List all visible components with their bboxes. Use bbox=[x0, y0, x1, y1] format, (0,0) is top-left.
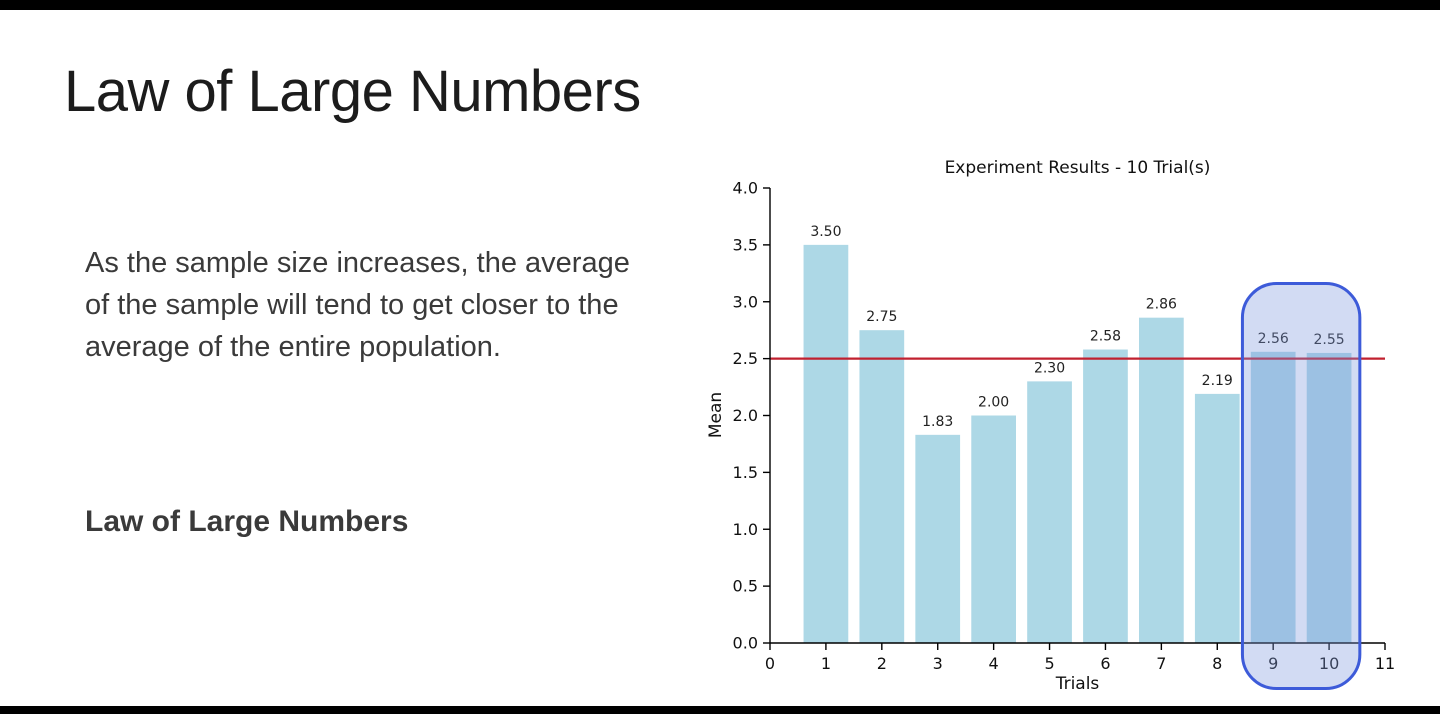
y-tick-label-0.5: 0.5 bbox=[733, 577, 758, 596]
y-tick-label-3.5: 3.5 bbox=[733, 235, 758, 254]
bar-value-label-1: 3.50 bbox=[810, 224, 841, 240]
x-tick-label-10: 10 bbox=[1319, 654, 1339, 673]
x-axis-label: Trials bbox=[1055, 674, 1100, 694]
x-tick-label-4: 4 bbox=[989, 654, 999, 673]
letterbox-bottom bbox=[0, 706, 1440, 714]
highlight-recent-trials bbox=[1240, 282, 1362, 691]
bar-trial-3 bbox=[915, 434, 961, 643]
experiment-results-chart: Experiment Results - 10 Trial(s) Mean 3.… bbox=[700, 150, 1400, 714]
bar-value-label-4: 2.00 bbox=[978, 395, 1009, 411]
bar-trial-1 bbox=[803, 244, 849, 643]
bar-trial-9 bbox=[1250, 351, 1296, 643]
chart-title: Experiment Results - 10 Trial(s) bbox=[944, 158, 1211, 178]
bar-trial-5 bbox=[1027, 381, 1072, 643]
y-tick-label-4.0: 4.0 bbox=[733, 179, 758, 198]
x-tick-label-0: 0 bbox=[765, 654, 775, 673]
y-tick-label-2.0: 2.0 bbox=[733, 406, 758, 425]
bar-value-label-8: 2.19 bbox=[1202, 373, 1233, 389]
bar-value-label-7: 2.86 bbox=[1146, 297, 1177, 313]
bar-value-label-10: 2.55 bbox=[1314, 332, 1345, 348]
bar-trial-6 bbox=[1083, 349, 1128, 643]
y-tick-label-2.5: 2.5 bbox=[733, 349, 758, 368]
x-tick-label-7: 7 bbox=[1156, 654, 1166, 673]
x-tick-label-2: 2 bbox=[877, 654, 887, 673]
x-tick-label-3: 3 bbox=[933, 654, 943, 673]
x-tick-label-8: 8 bbox=[1212, 654, 1222, 673]
x-tick-label-9: 9 bbox=[1268, 654, 1278, 673]
bar-value-label-9: 2.56 bbox=[1258, 331, 1289, 347]
bar-value-label-3: 1.83 bbox=[922, 414, 953, 430]
letterbox-top bbox=[0, 0, 1440, 10]
y-tick-label-1.0: 1.0 bbox=[733, 520, 758, 539]
x-tick-label-5: 5 bbox=[1044, 654, 1054, 673]
bar-chart-canvas: 3.502.751.832.002.302.582.862.192.56 2.55… bbox=[733, 179, 1395, 691]
slide-title: Law of Large Numbers bbox=[64, 59, 641, 124]
y-tick-label-1.5: 1.5 bbox=[733, 463, 758, 482]
x-tick-label-1: 1 bbox=[821, 654, 831, 673]
x-tick-label-11: 11 bbox=[1375, 654, 1395, 673]
slide-body-text: As the sample size increases, the averag… bbox=[85, 247, 630, 364]
bar-trial-7 bbox=[1139, 317, 1184, 643]
bar-trial-4 bbox=[971, 415, 1016, 643]
y-tick-label-3.0: 3.0 bbox=[733, 292, 758, 311]
x-tick-label-6: 6 bbox=[1100, 654, 1110, 673]
bar-trial-8 bbox=[1194, 393, 1240, 643]
bar-trial-2 bbox=[859, 330, 905, 643]
bar-value-label-6: 2.58 bbox=[1090, 329, 1121, 345]
slide-subheading: Law of Large Numbers bbox=[85, 505, 409, 538]
bar-value-label-5: 2.30 bbox=[1034, 360, 1065, 376]
bar-value-label-2: 2.75 bbox=[866, 309, 897, 325]
y-tick-label-0.0: 0.0 bbox=[733, 634, 758, 653]
bar-trial-10 bbox=[1306, 352, 1352, 643]
